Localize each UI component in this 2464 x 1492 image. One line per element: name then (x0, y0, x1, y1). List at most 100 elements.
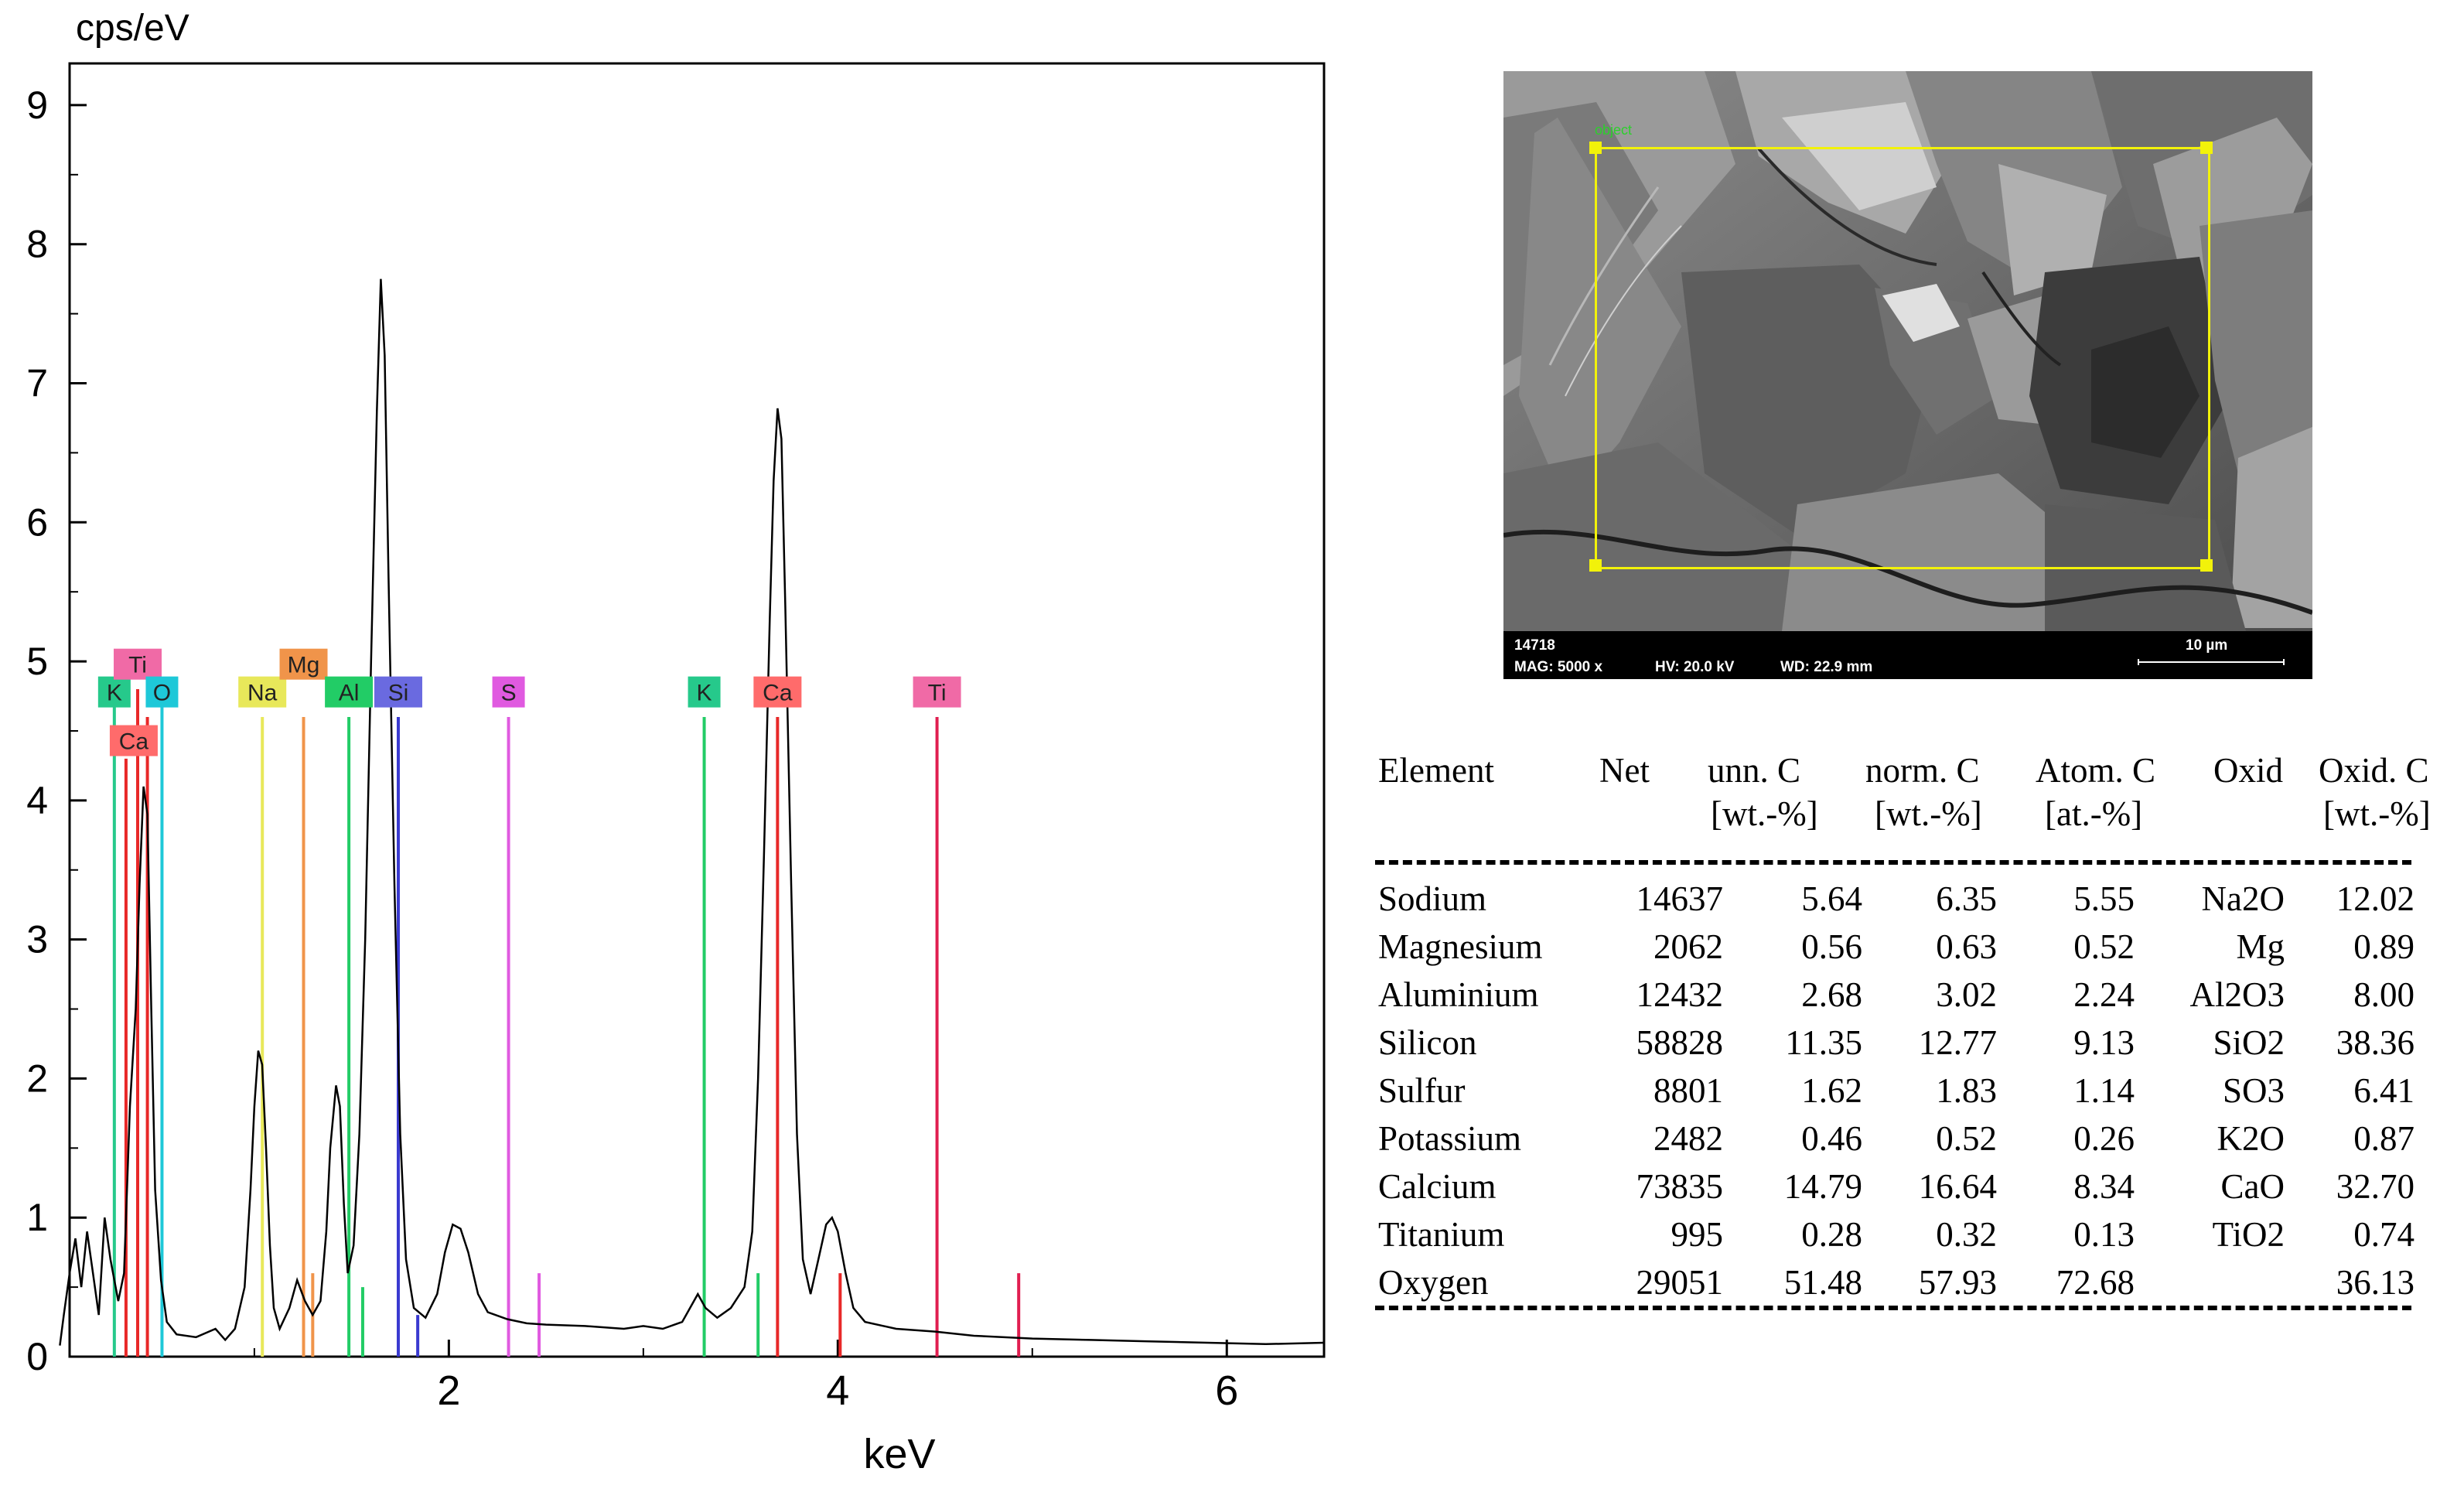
cell-atom: 8.34 (2073, 1167, 2135, 1206)
cell-net: 29051 (1636, 1263, 1724, 1302)
scale-bar (2138, 659, 2285, 665)
header-oxid: Oxid (2213, 751, 2283, 790)
cell-atom: 72.68 (2056, 1263, 2135, 1302)
element-marker-box (325, 676, 374, 708)
element-marker-label: Al (339, 681, 360, 706)
element-marker-box (374, 676, 422, 708)
header-atom: Atom. C (2036, 751, 2156, 790)
cell-unn: 11.35 (1785, 1023, 1862, 1062)
roi-handle[interactable] (1589, 142, 1602, 154)
table-rule (1375, 1306, 2411, 1318)
axes: 0 1 2 3 4 5 6 7 8 9 2 4 6 (26, 84, 1238, 1414)
cell-net: 73835 (1636, 1167, 1724, 1206)
cell-oxidc: 32.70 (2336, 1167, 2415, 1206)
cell-unn: 1.62 (1801, 1071, 1862, 1110)
element-marker-label: Ca (119, 729, 149, 755)
cell-element: Oxygen (1378, 1263, 1489, 1302)
roi-handle[interactable] (2200, 559, 2213, 572)
cell-unn: 0.56 (1801, 927, 1862, 966)
cell-norm: 16.64 (1918, 1167, 1997, 1206)
y-tick-label: 2 (26, 1057, 48, 1100)
y-tick-label: 7 (26, 362, 48, 405)
cell-unn: 5.64 (1801, 879, 1862, 918)
table-row: Calcium 73835 14.79 16.64 8.34 CaO 32.70 (1361, 1160, 2459, 1208)
cell-element: Potassium (1378, 1119, 1522, 1158)
y-tick-label: 0 (26, 1335, 48, 1378)
cell-norm: 6.35 (1936, 879, 1997, 918)
cell-unn: 2.68 (1801, 975, 1862, 1014)
sem-info-bar: 14718 MAG: 5000 x HV: 20.0 kV WD: 22.9 m… (1503, 631, 2312, 679)
spectrum-line (59, 278, 1325, 1346)
y-tick-label: 9 (26, 84, 48, 127)
header-oxidc: Oxid. C (2319, 751, 2429, 790)
cell-net: 14637 (1636, 879, 1724, 918)
element-marker-label: Si (388, 681, 409, 706)
cell-net: 2062 (1653, 927, 1723, 966)
table-body: Sodium 14637 5.64 6.35 5.55 Na2O 12.02 Magnesiu… (1361, 872, 2459, 1306)
element-marker-box (753, 676, 802, 708)
header-oxidc-unit: [wt.-%] (2323, 794, 2431, 833)
table-rule (1375, 860, 2411, 872)
header-element: Element (1378, 751, 1494, 790)
x-tick-label: 2 (437, 1367, 460, 1414)
element-marker-box (97, 676, 131, 708)
cell-norm: 3.02 (1936, 975, 1997, 1014)
scale-bar-label: 10 µm (2186, 637, 2228, 654)
element-marker-label: S (501, 681, 517, 706)
cell-element: Sodium (1378, 879, 1487, 918)
cell-oxid: SO3 (2222, 1071, 2285, 1110)
element-marker-label: O (153, 681, 171, 706)
sample-id: 14718 (1514, 637, 1555, 654)
cell-unn: 51.48 (1783, 1263, 1862, 1302)
y-tick-label: 4 (26, 779, 48, 822)
y-tick-label: 5 (26, 640, 48, 683)
cell-atom: 5.55 (2073, 879, 2135, 918)
sem-micrograph: object 14718 MAG: 5000 x HV: 20.0 kV WD:… (1503, 71, 2312, 679)
table-row: Magnesium 2062 0.56 0.63 0.52 Mg 0.89 (1361, 920, 2459, 968)
cell-oxid: K2O (2217, 1119, 2285, 1158)
table-row: Aluminium 12432 2.68 3.02 2.24 Al2O3 8.00 (1361, 968, 2459, 1016)
cell-atom: 0.13 (2073, 1215, 2135, 1254)
cell-norm: 12.77 (1918, 1023, 1997, 1062)
element-marker-box (145, 676, 179, 708)
cell-oxidc: 0.89 (2353, 927, 2415, 966)
cell-oxid: Mg (2236, 927, 2285, 966)
element-marker-box (114, 648, 162, 680)
header-norm: norm. C (1865, 751, 1980, 790)
cell-unn: 14.79 (1783, 1167, 1862, 1206)
table-row: Sodium 14637 5.64 6.35 5.55 Na2O 12.02 (1361, 872, 2459, 920)
cell-oxidc: 12.02 (2336, 879, 2415, 918)
cell-oxid: SiO2 (2213, 1023, 2285, 1062)
element-marker-label: Ti (928, 681, 947, 706)
element-marker-label: Ti (128, 653, 147, 678)
roi-handle[interactable] (2200, 142, 2213, 154)
cell-net: 58828 (1636, 1023, 1724, 1062)
x-tick-label: 6 (1215, 1367, 1238, 1414)
cell-oxid: Al2O3 (2189, 975, 2285, 1014)
element-marker-label: K (697, 681, 712, 706)
selection-rectangle[interactable] (1595, 147, 2210, 569)
cell-element: Magnesium (1378, 927, 1543, 966)
roi-handle[interactable] (1589, 559, 1602, 572)
cell-norm: 57.93 (1918, 1263, 1997, 1302)
cell-element: Sulfur (1378, 1071, 1466, 1110)
cell-element: Titanium (1378, 1215, 1505, 1254)
high-voltage: HV: 20.0 kV (1655, 659, 1735, 675)
header-norm-unit: [wt.-%] (1875, 794, 1982, 833)
cell-unn: 0.46 (1801, 1119, 1862, 1158)
header-unn-unit: [wt.-%] (1711, 794, 1818, 833)
table-header: Element Net unn. C [wt.-%] norm. C [wt.-… (1361, 750, 2459, 860)
cell-norm: 0.52 (1936, 1119, 1997, 1158)
cell-oxidc: 38.36 (2336, 1023, 2415, 1062)
cell-atom: 9.13 (2073, 1023, 2135, 1062)
cell-net: 2482 (1653, 1119, 1723, 1158)
element-marker-box (688, 676, 721, 708)
cell-oxid: TiO2 (2212, 1215, 2285, 1254)
cell-atom: 0.52 (2073, 927, 2135, 966)
cell-oxid: Na2O (2201, 879, 2285, 918)
plot-frame (68, 62, 1326, 1358)
cell-norm: 1.83 (1936, 1071, 1997, 1110)
element-marker-label: K (107, 681, 122, 706)
magnification: MAG: 5000 x (1514, 659, 1603, 675)
